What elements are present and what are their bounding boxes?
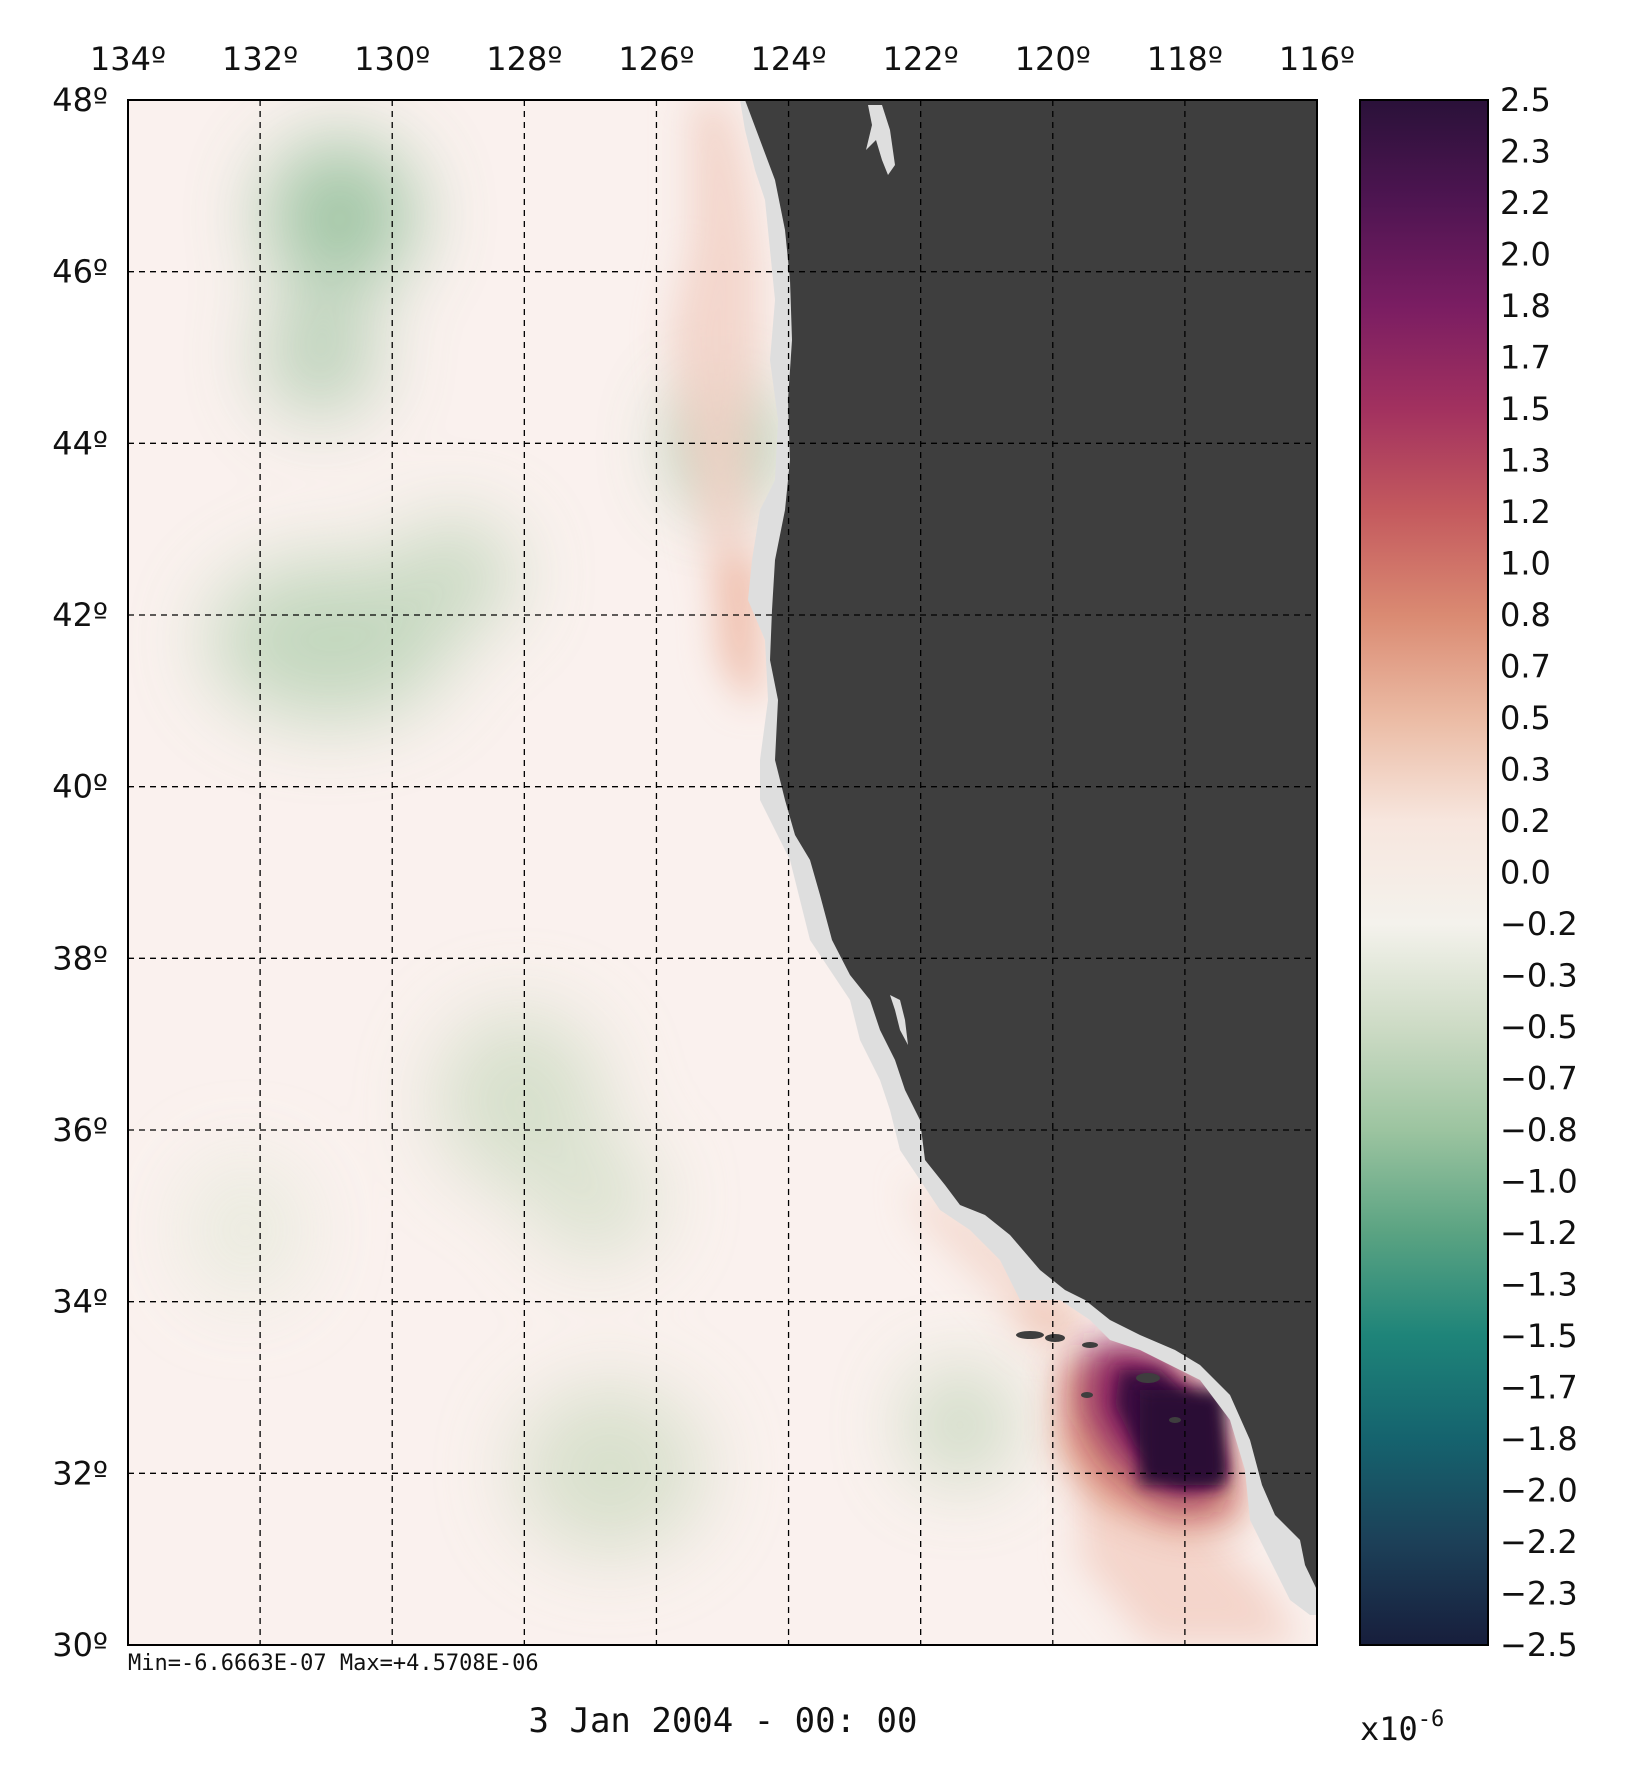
latitude-tick-label: 48º: [52, 81, 108, 119]
latitude-labels: 48º 46º 44º 42º 40º 38º 36º 34º 32º 30º: [52, 81, 108, 1664]
longitude-tick-label: 124º: [750, 40, 826, 78]
colorbar-tick-label: −2.5: [1500, 1626, 1578, 1664]
colorbar-tick-label: 1.7: [1500, 339, 1551, 377]
timestamp: 3 Jan 2004 - 00: 00: [529, 1701, 918, 1741]
colorbar-tick-label: 2.0: [1500, 236, 1551, 274]
colorbar-tick-label: −0.7: [1500, 1060, 1578, 1098]
colorbar-scale-prefix: x10: [1360, 1710, 1418, 1748]
latitude-tick-label: 40º: [52, 768, 108, 806]
latitude-tick-label: 34º: [52, 1283, 108, 1321]
colorbar-tick-label: 0.3: [1500, 751, 1551, 789]
colorbar-tick-label: 0.7: [1500, 648, 1551, 686]
latitude-tick-label: 32º: [52, 1454, 108, 1492]
colorbar-tick-label: −1.2: [1500, 1214, 1578, 1252]
colorbar-tick-label: −1.7: [1500, 1369, 1578, 1407]
colorbar-tick-label: −2.2: [1500, 1523, 1578, 1561]
colorbar-tick-label: −2.3: [1500, 1575, 1578, 1613]
colorbar: 2.5 2.3 2.2 2.0 1.8 1.7 1.5 1.3 1.2 1.0 0.8 0.7 0.5 0…: [1359, 81, 1578, 1748]
colorbar-tick-label: 1.5: [1500, 390, 1551, 428]
longitude-tick-label: 116º: [1279, 40, 1355, 78]
latitude-tick-label: 38º: [52, 939, 108, 977]
longitude-tick-label: 134º: [90, 40, 166, 78]
longitude-tick-label: 118º: [1147, 40, 1223, 78]
hotspot-anomaly: [1060, 1345, 1245, 1530]
latitude-tick-label: 44º: [52, 424, 108, 462]
channel-islands: [1016, 1331, 1181, 1423]
latitude-tick-label: 36º: [52, 1111, 108, 1149]
colorbar-tick-label: −1.0: [1500, 1163, 1578, 1201]
longitude-tick-label: 128º: [486, 40, 562, 78]
map-frame: [127, 99, 1318, 1646]
latitude-tick-label: 46º: [52, 253, 108, 291]
colorbar-scale: x10-6: [1360, 1707, 1444, 1748]
colorbar-tick-label: 0.2: [1500, 802, 1551, 840]
colorbar-tick-label: 0.0: [1500, 854, 1551, 892]
colorbar-tick-label: −0.2: [1500, 905, 1578, 943]
colorbar-tick-label: 2.2: [1500, 184, 1551, 222]
colorbar-tick-label: 2.5: [1500, 81, 1551, 119]
longitude-tick-label: 130º: [354, 40, 430, 78]
colorbar-tick-label: −2.0: [1500, 1472, 1578, 1510]
colorbar-tick-label: −1.3: [1500, 1266, 1578, 1304]
colorbar-labels: 2.5 2.3 2.2 2.0 1.8 1.7 1.5 1.3 1.2 1.0 0.8 0.7 0.5 0…: [1500, 81, 1578, 1664]
colorbar-tick-label: 0.5: [1500, 699, 1551, 737]
colorbar-tick-label: 2.3: [1500, 133, 1551, 171]
longitude-tick-label: 126º: [618, 40, 694, 78]
colorbar-tick-label: 1.8: [1500, 287, 1551, 325]
gridlines: [128, 100, 1317, 1645]
land: [745, 100, 1317, 1590]
longitude-tick-label: 120º: [1015, 40, 1091, 78]
colorbar-tick-label: −0.8: [1500, 1111, 1578, 1149]
map-panel: [128, 100, 1317, 1645]
colorbar-tick-label: 1.3: [1500, 442, 1551, 480]
longitude-tick-label: 122º: [883, 40, 959, 78]
colorbar-tick-label: −1.5: [1500, 1317, 1578, 1355]
latitude-tick-label: 42º: [52, 596, 108, 634]
colorbar-ramp: [1359, 99, 1489, 1646]
latitude-tick-label: 30º: [52, 1626, 108, 1664]
colorbar-tick-label: 1.2: [1500, 493, 1551, 531]
colorbar-scale-exponent: -6: [1418, 1707, 1445, 1732]
sf-bay: [890, 995, 908, 1045]
colorbar-tick-label: 0.8: [1500, 596, 1551, 634]
negative-anomaly-field: [185, 140, 1010, 1555]
min-max-stats: Min=-6.6663E-07 Max=+4.5708E-06: [128, 1651, 539, 1676]
colorbar-tick-label: 1.0: [1500, 545, 1551, 583]
longitude-tick-label: 132º: [222, 40, 298, 78]
longitude-labels: 134º 132º 130º 128º 126º 124º 122º 120º 118º 116º: [90, 40, 1355, 78]
colorbar-tick-label: −0.3: [1500, 957, 1578, 995]
colorbar-tick-label: −0.5: [1500, 1008, 1578, 1046]
colorbar-tick-label: −1.8: [1500, 1420, 1578, 1458]
puget-sound: [866, 105, 895, 175]
